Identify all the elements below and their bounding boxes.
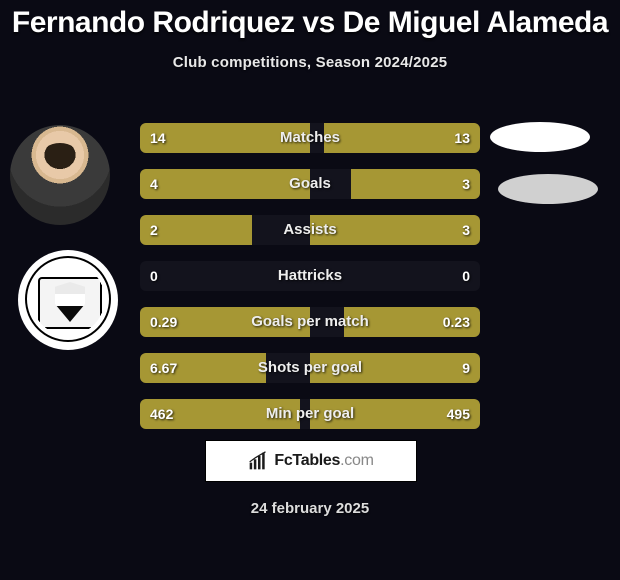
- stat-row: Min per goal462 495: [140, 399, 480, 429]
- stat-label: Shots per goal: [140, 353, 480, 383]
- stat-value-right: 495: [447, 399, 470, 429]
- stat-label: Goals: [140, 169, 480, 199]
- stat-value-right: 13: [454, 123, 470, 153]
- stat-value-left: 6.67: [150, 353, 177, 383]
- stat-value-right: 3: [462, 215, 470, 245]
- stat-value-left: 462: [150, 399, 173, 429]
- stat-value-left: 2: [150, 215, 158, 245]
- logo-brand: FcTables: [274, 452, 340, 469]
- stat-label: Hattricks: [140, 261, 480, 291]
- stat-row: Assists2 3: [140, 215, 480, 245]
- stat-value-right: 0.23: [443, 307, 470, 337]
- stat-label: Assists: [140, 215, 480, 245]
- stat-row: Goals4 3: [140, 169, 480, 199]
- logo-text: FcTables.com: [274, 452, 373, 470]
- stat-row: Hattricks0 0: [140, 261, 480, 291]
- stat-value-left: 0: [150, 261, 158, 291]
- player-left-avatar: [10, 125, 110, 225]
- stat-row: Matches14 13: [140, 123, 480, 153]
- stat-label: Goals per match: [140, 307, 480, 337]
- stat-value-right: 9: [462, 353, 470, 383]
- page-title: Fernando Rodriquez vs De Miguel Alameda: [0, 0, 620, 40]
- fctables-logo: FcTables.com: [205, 440, 417, 482]
- right-oval-bottom: [498, 174, 598, 204]
- right-oval-top: [490, 122, 590, 152]
- stat-value-right: 3: [462, 169, 470, 199]
- stat-value-left: 0.29: [150, 307, 177, 337]
- subtitle: Club competitions, Season 2024/2025: [0, 54, 620, 71]
- logo-domain: .com: [340, 452, 373, 469]
- stat-label: Min per goal: [140, 399, 480, 429]
- stat-label: Matches: [140, 123, 480, 153]
- stat-value-left: 4: [150, 169, 158, 199]
- bars-icon: [248, 451, 268, 471]
- stat-row: Shots per goal6.67 9: [140, 353, 480, 383]
- stat-value-right: 0: [462, 261, 470, 291]
- stat-row: Goals per match0.29 0.23: [140, 307, 480, 337]
- stat-value-left: 14: [150, 123, 166, 153]
- date-label: 24 february 2025: [0, 500, 620, 517]
- stats-container: Matches1413Goals43Assists23Hattricks00Go…: [140, 123, 480, 445]
